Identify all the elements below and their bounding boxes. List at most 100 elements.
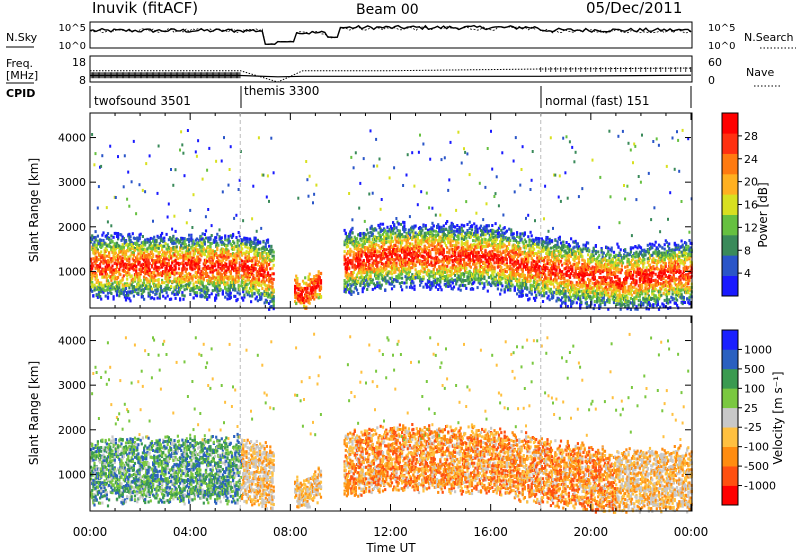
- echo-cell: [96, 234, 99, 238]
- echo-cell: [229, 281, 232, 284]
- echo-cell: [124, 253, 128, 257]
- echo-cell: [139, 279, 142, 283]
- echo-cell: [158, 292, 161, 296]
- echo-cell: [405, 173, 408, 177]
- echo-cell: [202, 277, 205, 281]
- echo-cell: [237, 285, 240, 289]
- echo-cell: [197, 241, 200, 245]
- echo-cell: [204, 236, 208, 240]
- echo-cell: [389, 233, 392, 237]
- echo-cell: [132, 294, 135, 298]
- echo-cell: [261, 287, 264, 290]
- echo-cell: [104, 294, 107, 298]
- echo-cell: [234, 255, 237, 259]
- echo-cell: [90, 257, 93, 261]
- echo-cell: [256, 290, 259, 294]
- echo-cell: [148, 244, 151, 248]
- echo-cell: [297, 196, 300, 200]
- echo-cell: [109, 270, 112, 274]
- echo-cell: [192, 296, 195, 300]
- echo-cell: [371, 264, 374, 268]
- echo-cell: [228, 263, 231, 267]
- echo-cell: [380, 274, 383, 277]
- echo-cell: [175, 249, 178, 253]
- echo-cell: [219, 259, 222, 263]
- echo-cell: [112, 257, 115, 261]
- echo-cell: [272, 272, 275, 276]
- echo-cell: [362, 157, 365, 161]
- echo-cell: [163, 263, 166, 267]
- echo-cell: [434, 238, 437, 242]
- echo-cell: [221, 190, 224, 194]
- echo-cell: [138, 236, 141, 240]
- echo-cell: [242, 219, 245, 223]
- echo-cell: [128, 272, 131, 276]
- echo-cell: [221, 290, 224, 294]
- echo-cell: [260, 297, 263, 301]
- echo-cell: [197, 278, 200, 282]
- echo-cell: [198, 288, 201, 291]
- echo-cell: [135, 288, 138, 292]
- echo-cell: [247, 278, 250, 281]
- echo-cell: [218, 284, 221, 288]
- echo-cell: [179, 148, 181, 152]
- echo-cell: [183, 243, 186, 247]
- echo-cell: [211, 283, 214, 287]
- echo-cell: [266, 240, 270, 244]
- echo-cell: [96, 239, 99, 243]
- echo-cell: [95, 281, 98, 285]
- echo-cell: [313, 275, 316, 278]
- echo-cell: [164, 288, 167, 292]
- echo-cell: [344, 258, 347, 262]
- cpid-segment-3: normal (fast) 151: [545, 94, 649, 108]
- echo-cell: [110, 278, 113, 282]
- echo-cell: [203, 253, 206, 257]
- echo-cell: [159, 256, 163, 260]
- echo-cell: [179, 240, 182, 244]
- echo-cell: [362, 259, 365, 262]
- echo-cell: [91, 289, 94, 293]
- echo-cell: [263, 270, 266, 274]
- echo-cell: [99, 286, 102, 290]
- echo-cell: [136, 282, 139, 286]
- echo-cell: [224, 295, 227, 299]
- echo-cell: [140, 241, 143, 245]
- echo-cell: [143, 251, 146, 255]
- echo-cell: [106, 279, 110, 283]
- echo-cell: [261, 292, 264, 296]
- echo-cell: [177, 290, 181, 294]
- echo-cell: [166, 215, 169, 219]
- echo-cell: [439, 280, 442, 284]
- echo-cell: [180, 237, 183, 241]
- echo-cell: [171, 291, 174, 295]
- echo-cell: [100, 238, 103, 242]
- echo-cell: [159, 285, 163, 288]
- echo-cell: [104, 234, 107, 238]
- echo-cell: [138, 286, 141, 290]
- echo-cell: [184, 243, 187, 247]
- cpid-segment-1: twofsound 3501: [94, 94, 191, 108]
- echo-cell: [154, 262, 157, 266]
- echo-cell: [144, 190, 147, 194]
- echo-cell: [149, 241, 152, 245]
- echo-cell: [229, 145, 232, 149]
- echo-cell: [183, 239, 186, 243]
- echo-cell: [141, 288, 144, 292]
- echo-cell: [233, 247, 236, 251]
- echo-cell: [419, 259, 422, 263]
- echo-cell: [112, 295, 115, 299]
- frequency-panel: Freq. [MHz] CPID 18 8 60 0 Nave: [6, 55, 780, 100]
- echo-cell: [263, 282, 266, 286]
- noise-series-line: [89, 26, 692, 45]
- echo-cell: [380, 256, 383, 260]
- echo-cell: [191, 226, 194, 229]
- echo-cell: [262, 173, 265, 177]
- echo-cell: [153, 270, 156, 274]
- echo-cell: [145, 257, 148, 261]
- echo-cell: [195, 154, 198, 158]
- echo-cell: [124, 284, 128, 288]
- echo-cell: [390, 272, 394, 276]
- echo-cell: [255, 278, 258, 281]
- echo-cell: [442, 227, 445, 231]
- echo-cell: [108, 284, 111, 288]
